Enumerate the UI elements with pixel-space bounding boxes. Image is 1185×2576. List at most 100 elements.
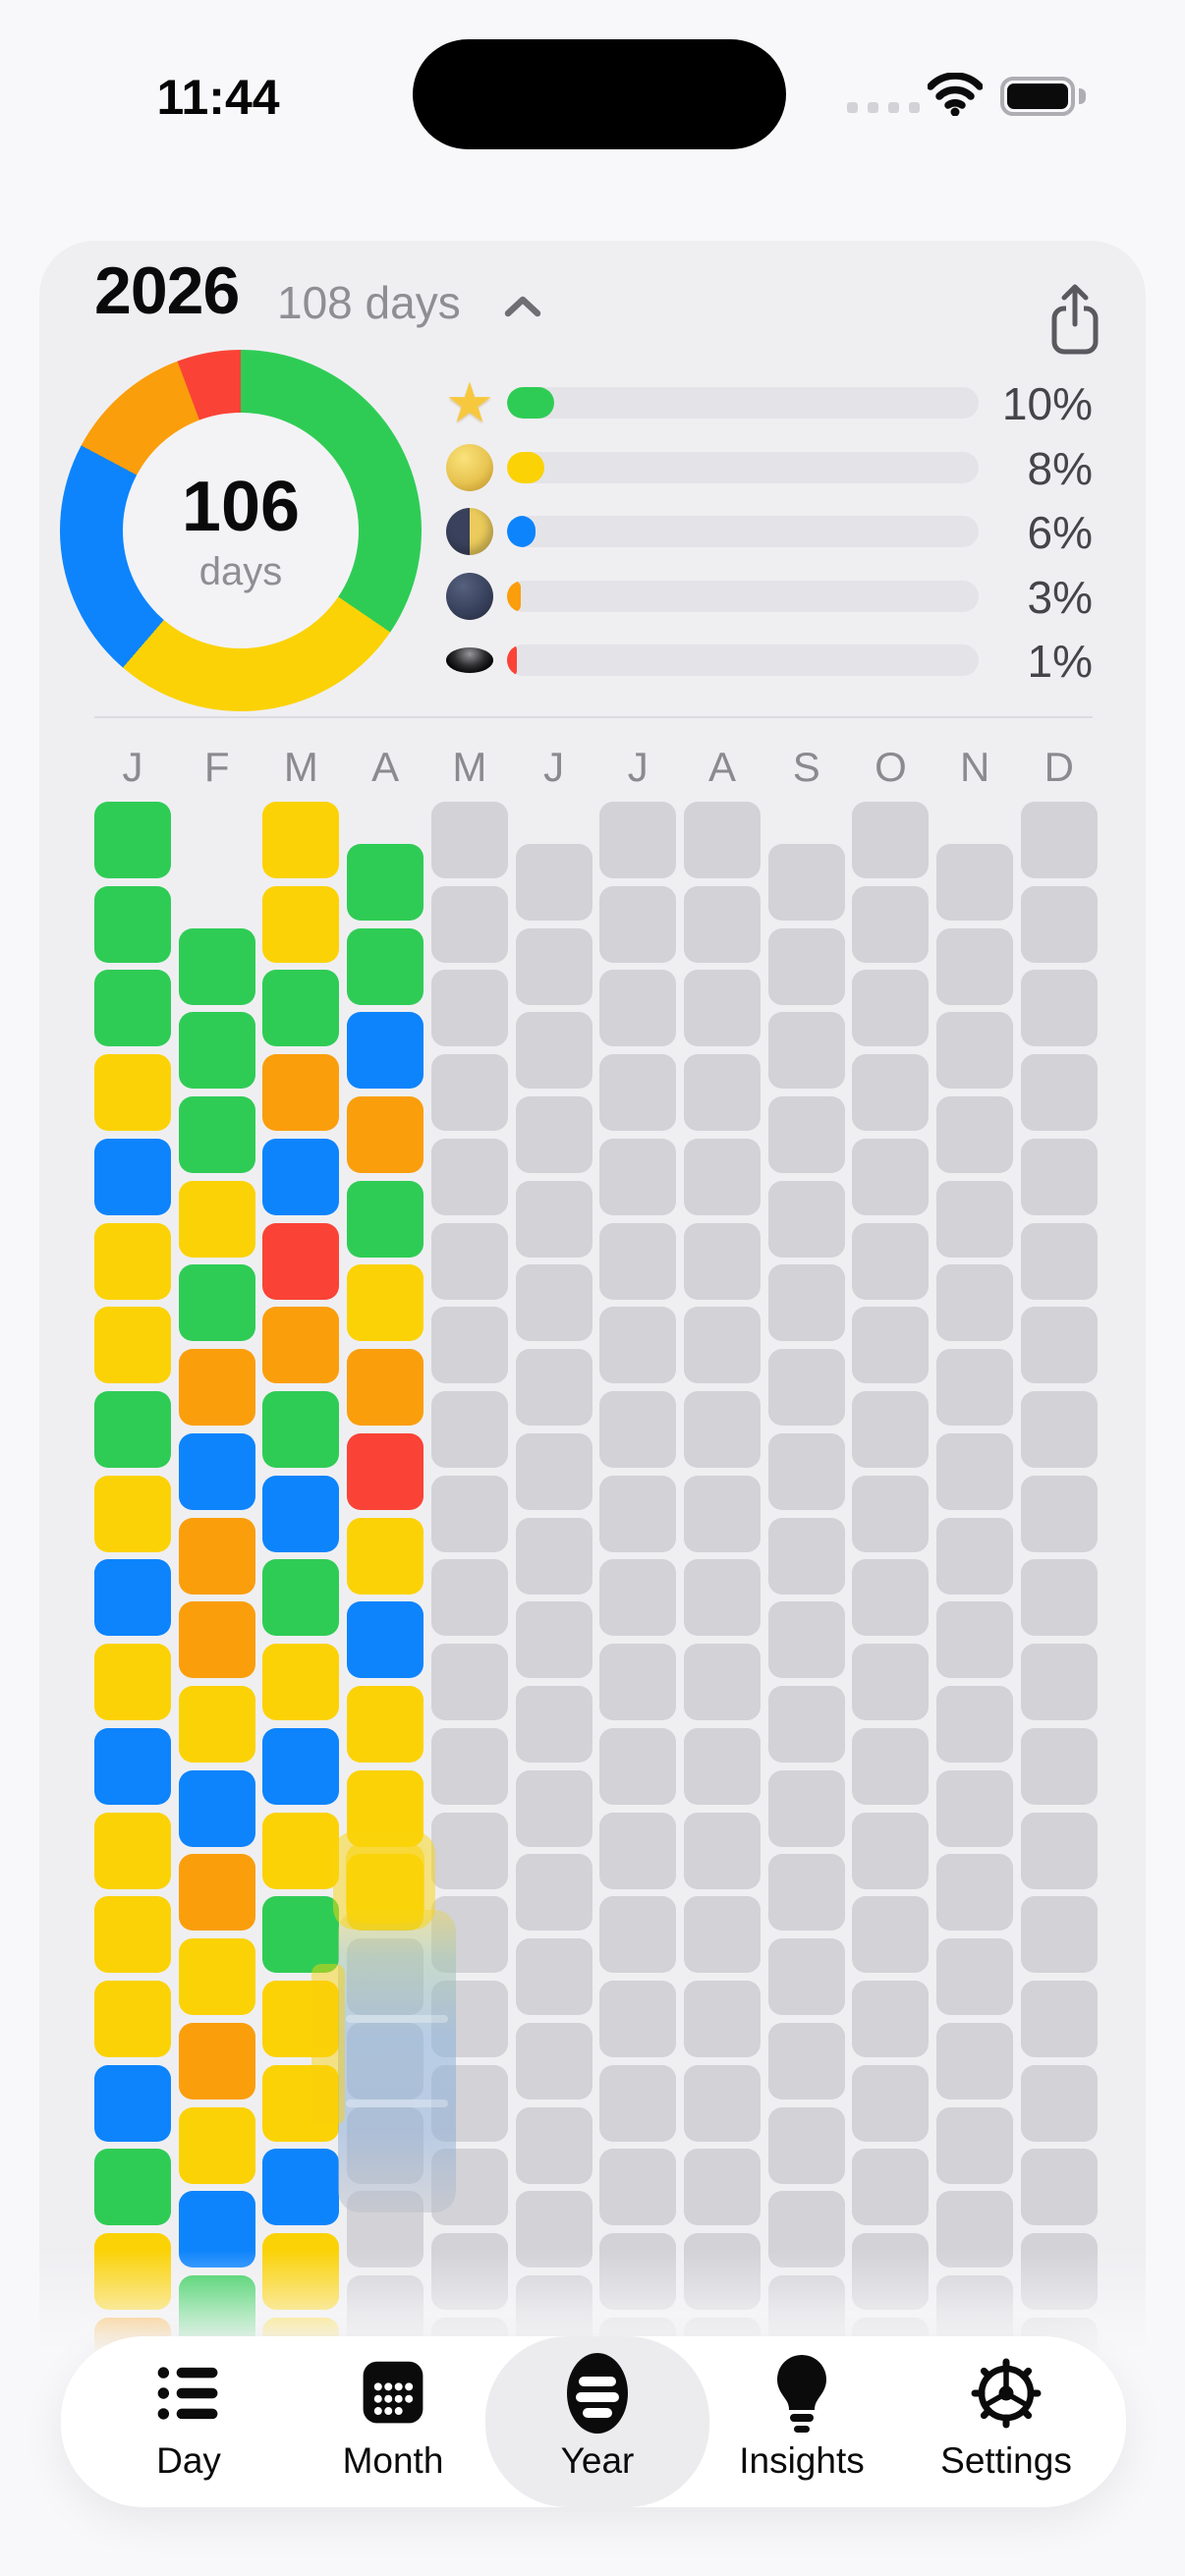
day-cell[interactable] xyxy=(767,1349,845,1427)
day-cell[interactable] xyxy=(1020,1896,1098,1974)
day-cell[interactable] xyxy=(599,970,677,1047)
day-cell[interactable] xyxy=(347,1517,424,1595)
day-cell[interactable] xyxy=(936,1769,1014,1847)
day-cell[interactable] xyxy=(852,1812,930,1889)
day-cell[interactable] xyxy=(178,1601,255,1679)
day-cell[interactable] xyxy=(599,802,677,878)
day-cell[interactable] xyxy=(347,1012,424,1090)
day-cell[interactable] xyxy=(767,1601,845,1679)
day-cell[interactable] xyxy=(430,1812,508,1889)
day-cell[interactable] xyxy=(599,1138,677,1215)
tab-day[interactable]: Day xyxy=(105,2346,272,2499)
day-cell[interactable] xyxy=(178,2022,255,2100)
day-cell[interactable] xyxy=(852,1222,930,1300)
day-cell[interactable] xyxy=(515,843,592,921)
day-cell[interactable] xyxy=(178,1854,255,1932)
day-cell[interactable] xyxy=(767,843,845,921)
day-cell[interactable] xyxy=(430,1390,508,1468)
day-cell[interactable] xyxy=(683,1980,761,2057)
day-cell[interactable] xyxy=(347,1349,424,1427)
share-button[interactable] xyxy=(1045,281,1104,360)
day-cell[interactable] xyxy=(767,1180,845,1258)
day-cell[interactable] xyxy=(430,1138,508,1215)
day-cell[interactable] xyxy=(347,1095,424,1173)
day-cell[interactable] xyxy=(94,1054,171,1132)
day-cell[interactable] xyxy=(178,2106,255,2184)
day-cell[interactable] xyxy=(94,1307,171,1384)
day-cell[interactable] xyxy=(262,1644,340,1721)
day-cell[interactable] xyxy=(515,1432,592,1510)
day-cell[interactable] xyxy=(936,1180,1014,1258)
day-cell[interactable] xyxy=(515,1685,592,1763)
day-cell[interactable] xyxy=(178,1012,255,1090)
day-cell[interactable] xyxy=(94,1559,171,1637)
day-cell[interactable] xyxy=(515,927,592,1005)
day-cell[interactable] xyxy=(767,1432,845,1510)
day-cell[interactable] xyxy=(683,1559,761,1637)
day-cell[interactable] xyxy=(94,970,171,1047)
day-cell[interactable] xyxy=(936,1938,1014,2016)
day-cell[interactable] xyxy=(1020,2064,1098,2142)
day-cell[interactable] xyxy=(178,1432,255,1510)
day-cell[interactable] xyxy=(262,1559,340,1637)
day-cell[interactable] xyxy=(178,1095,255,1173)
day-cell[interactable] xyxy=(683,2064,761,2142)
day-cell[interactable] xyxy=(852,1980,930,2057)
day-cell[interactable] xyxy=(347,1180,424,1258)
day-cell[interactable] xyxy=(852,1475,930,1552)
day-cell[interactable] xyxy=(262,1138,340,1215)
day-cell[interactable] xyxy=(852,2149,930,2226)
day-cell[interactable] xyxy=(599,2064,677,2142)
day-cell[interactable] xyxy=(178,927,255,1005)
day-cell[interactable] xyxy=(347,1432,424,1510)
day-cell[interactable] xyxy=(852,1307,930,1384)
day-cell[interactable] xyxy=(767,1938,845,2016)
day-cell[interactable] xyxy=(347,1601,424,1679)
day-cell[interactable] xyxy=(852,1559,930,1637)
day-cell[interactable] xyxy=(767,1685,845,1763)
day-cell[interactable] xyxy=(936,2022,1014,2100)
day-cell[interactable] xyxy=(1020,1307,1098,1384)
day-cell[interactable] xyxy=(1020,970,1098,1047)
day-cell[interactable] xyxy=(852,1054,930,1132)
tab-settings[interactable]: Settings xyxy=(923,2346,1090,2499)
day-cell[interactable] xyxy=(936,1601,1014,1679)
day-cell[interactable] xyxy=(936,1432,1014,1510)
day-cell[interactable] xyxy=(936,1012,1014,1090)
day-cell[interactable] xyxy=(347,1685,424,1763)
day-cell[interactable] xyxy=(852,1896,930,1974)
day-cell[interactable] xyxy=(94,1812,171,1889)
day-cell[interactable] xyxy=(262,1475,340,1552)
day-cell[interactable] xyxy=(936,2106,1014,2184)
day-cell[interactable] xyxy=(1020,1727,1098,1805)
day-cell[interactable] xyxy=(936,1854,1014,1932)
day-cell[interactable] xyxy=(936,1517,1014,1595)
day-cell[interactable] xyxy=(936,843,1014,921)
day-cell[interactable] xyxy=(430,1222,508,1300)
day-cell[interactable] xyxy=(599,1812,677,1889)
day-cell[interactable] xyxy=(515,1938,592,2016)
day-cell[interactable] xyxy=(599,1390,677,1468)
day-cell[interactable] xyxy=(94,802,171,878)
day-cell[interactable] xyxy=(262,2149,340,2226)
day-cell[interactable] xyxy=(936,1349,1014,1427)
day-cell[interactable] xyxy=(683,1812,761,1889)
day-cell[interactable] xyxy=(430,885,508,963)
day-cell[interactable] xyxy=(262,1896,340,1974)
day-cell[interactable] xyxy=(515,1095,592,1173)
day-cell[interactable] xyxy=(683,802,761,878)
day-cell[interactable] xyxy=(262,1307,340,1384)
day-cell[interactable] xyxy=(1020,802,1098,878)
day-cell[interactable] xyxy=(599,1727,677,1805)
day-cell[interactable] xyxy=(599,1307,677,1384)
day-cell[interactable] xyxy=(683,970,761,1047)
day-cell[interactable] xyxy=(430,1644,508,1721)
day-cell[interactable] xyxy=(515,1854,592,1932)
day-cell[interactable] xyxy=(936,927,1014,1005)
day-cell[interactable] xyxy=(599,1559,677,1637)
day-cell[interactable] xyxy=(430,1475,508,1552)
day-cell[interactable] xyxy=(683,1390,761,1468)
day-cell[interactable] xyxy=(262,1222,340,1300)
day-cell[interactable] xyxy=(430,1559,508,1637)
day-cell[interactable] xyxy=(515,1517,592,1595)
